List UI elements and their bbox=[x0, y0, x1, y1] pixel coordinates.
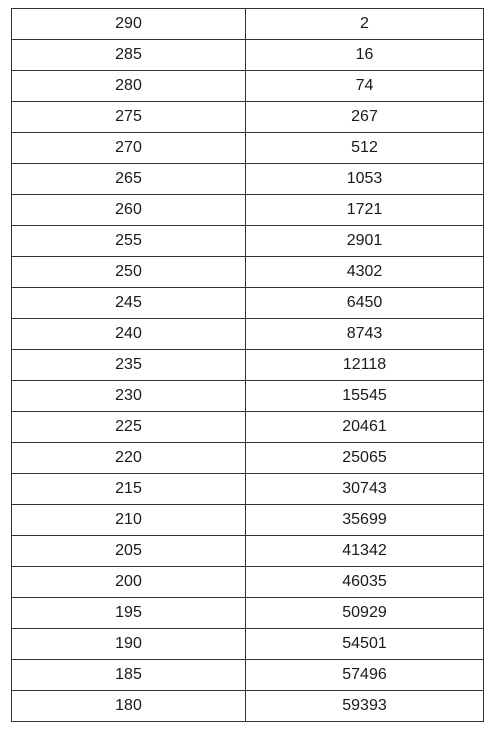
score-cell: 290 bbox=[11, 8, 246, 40]
table-row: 260 1721 bbox=[11, 194, 484, 226]
table-row: 195 50929 bbox=[11, 597, 484, 629]
score-cell: 280 bbox=[11, 70, 246, 102]
table-row: 225 20461 bbox=[11, 411, 484, 443]
score-cell: 200 bbox=[11, 566, 246, 598]
table-row: 235 12118 bbox=[11, 349, 484, 381]
count-cell: 50929 bbox=[245, 597, 484, 629]
count-cell: 4302 bbox=[245, 256, 484, 288]
score-cell: 205 bbox=[11, 535, 246, 567]
table-row: 205 41342 bbox=[11, 535, 484, 567]
count-cell: 6450 bbox=[245, 287, 484, 319]
score-cell: 285 bbox=[11, 39, 246, 71]
score-cell: 265 bbox=[11, 163, 246, 195]
count-cell: 12118 bbox=[245, 349, 484, 381]
count-cell: 512 bbox=[245, 132, 484, 164]
table-row: 215 30743 bbox=[11, 473, 484, 505]
table-row: 180 59393 bbox=[11, 690, 484, 722]
table-row: 290 2 bbox=[11, 8, 484, 40]
score-cell: 255 bbox=[11, 225, 246, 257]
score-cell: 250 bbox=[11, 256, 246, 288]
count-cell: 25065 bbox=[245, 442, 484, 474]
score-cell: 215 bbox=[11, 473, 246, 505]
count-cell: 2901 bbox=[245, 225, 484, 257]
table-row: 230 15545 bbox=[11, 380, 484, 412]
score-count-table: 290 2 285 16 280 74 275 267 270 512 265 1053 260 1721… bbox=[11, 8, 484, 722]
count-cell: 41342 bbox=[245, 535, 484, 567]
score-cell: 180 bbox=[11, 690, 246, 722]
score-cell: 270 bbox=[11, 132, 246, 164]
table-row: 185 57496 bbox=[11, 659, 484, 691]
score-cell: 195 bbox=[11, 597, 246, 629]
table-row: 220 25065 bbox=[11, 442, 484, 474]
count-cell: 35699 bbox=[245, 504, 484, 536]
count-cell: 16 bbox=[245, 39, 484, 71]
table-row: 275 267 bbox=[11, 101, 484, 133]
score-cell: 240 bbox=[11, 318, 246, 350]
score-cell: 235 bbox=[11, 349, 246, 381]
count-cell: 30743 bbox=[245, 473, 484, 505]
count-cell: 59393 bbox=[245, 690, 484, 722]
score-cell: 185 bbox=[11, 659, 246, 691]
count-cell: 267 bbox=[245, 101, 484, 133]
score-cell: 210 bbox=[11, 504, 246, 536]
table-row: 265 1053 bbox=[11, 163, 484, 195]
count-cell: 74 bbox=[245, 70, 484, 102]
table-row: 270 512 bbox=[11, 132, 484, 164]
table-row: 250 4302 bbox=[11, 256, 484, 288]
count-cell: 54501 bbox=[245, 628, 484, 660]
count-cell: 8743 bbox=[245, 318, 484, 350]
score-cell: 225 bbox=[11, 411, 246, 443]
table-row: 200 46035 bbox=[11, 566, 484, 598]
table-row: 245 6450 bbox=[11, 287, 484, 319]
table-body: 290 2 285 16 280 74 275 267 270 512 265 1053 260 1721… bbox=[11, 8, 484, 722]
count-cell: 2 bbox=[245, 8, 484, 40]
table-row: 210 35699 bbox=[11, 504, 484, 536]
count-cell: 57496 bbox=[245, 659, 484, 691]
table-row: 280 74 bbox=[11, 70, 484, 102]
table-row: 240 8743 bbox=[11, 318, 484, 350]
table-row: 255 2901 bbox=[11, 225, 484, 257]
score-cell: 275 bbox=[11, 101, 246, 133]
count-cell: 1721 bbox=[245, 194, 484, 226]
score-cell: 220 bbox=[11, 442, 246, 474]
score-cell: 230 bbox=[11, 380, 246, 412]
count-cell: 46035 bbox=[245, 566, 484, 598]
table-row: 190 54501 bbox=[11, 628, 484, 660]
score-cell: 245 bbox=[11, 287, 246, 319]
count-cell: 20461 bbox=[245, 411, 484, 443]
score-cell: 190 bbox=[11, 628, 246, 660]
count-cell: 1053 bbox=[245, 163, 484, 195]
table-row: 285 16 bbox=[11, 39, 484, 71]
count-cell: 15545 bbox=[245, 380, 484, 412]
score-cell: 260 bbox=[11, 194, 246, 226]
